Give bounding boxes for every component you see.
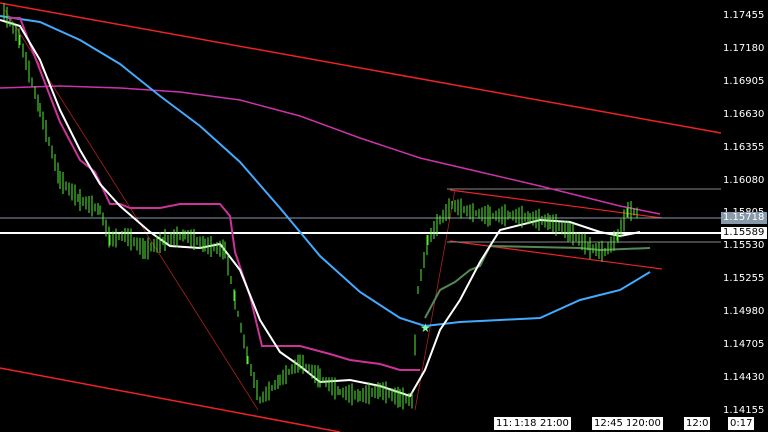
stepline-indicator[interactable] <box>8 17 420 371</box>
time-label-4: 12:45 <box>592 417 625 430</box>
price-label: 1.14430 <box>723 371 765 383</box>
time-label-5: 1 <box>624 417 635 430</box>
time-label-3: 21:00 <box>538 417 571 430</box>
price-label: 1.17455 <box>723 10 765 21</box>
price-label: 1.15530 <box>723 240 765 252</box>
line-price-badge: 1.15589 <box>721 227 767 239</box>
price-label: 1.16630 <box>723 108 765 120</box>
price-label: 1.16905 <box>723 75 765 87</box>
star-marker: ★ <box>420 321 431 335</box>
price-label: 1.14155 <box>723 404 765 416</box>
time-label-2: 1:18 <box>512 417 539 430</box>
price-label: 1.14705 <box>723 339 765 350</box>
candlesticks[interactable] <box>3 3 638 410</box>
time-label-1: 11: <box>494 417 515 430</box>
ma-long-line[interactable] <box>0 85 661 215</box>
ma-fast-line[interactable] <box>0 19 641 398</box>
ma-slow-line[interactable] <box>0 15 651 328</box>
time-label-7: 12:0 <box>684 417 711 430</box>
price-label: 1.17180 <box>723 42 765 54</box>
price-label: 1.14980 <box>723 306 765 318</box>
current-price-badge: 1.15718 <box>721 212 767 224</box>
price-label: 1.16080 <box>723 174 765 186</box>
channel-lower-line[interactable] <box>0 367 341 432</box>
price-label: 1.15255 <box>723 273 765 285</box>
channel-upper-line[interactable] <box>0 2 722 134</box>
price-label: 1.16355 <box>723 141 765 153</box>
time-label-6: 20:00 <box>630 417 663 430</box>
small-channel-lower[interactable] <box>449 240 663 270</box>
time-label-8: 0:17 <box>728 417 755 430</box>
stepline-green[interactable] <box>424 244 651 319</box>
